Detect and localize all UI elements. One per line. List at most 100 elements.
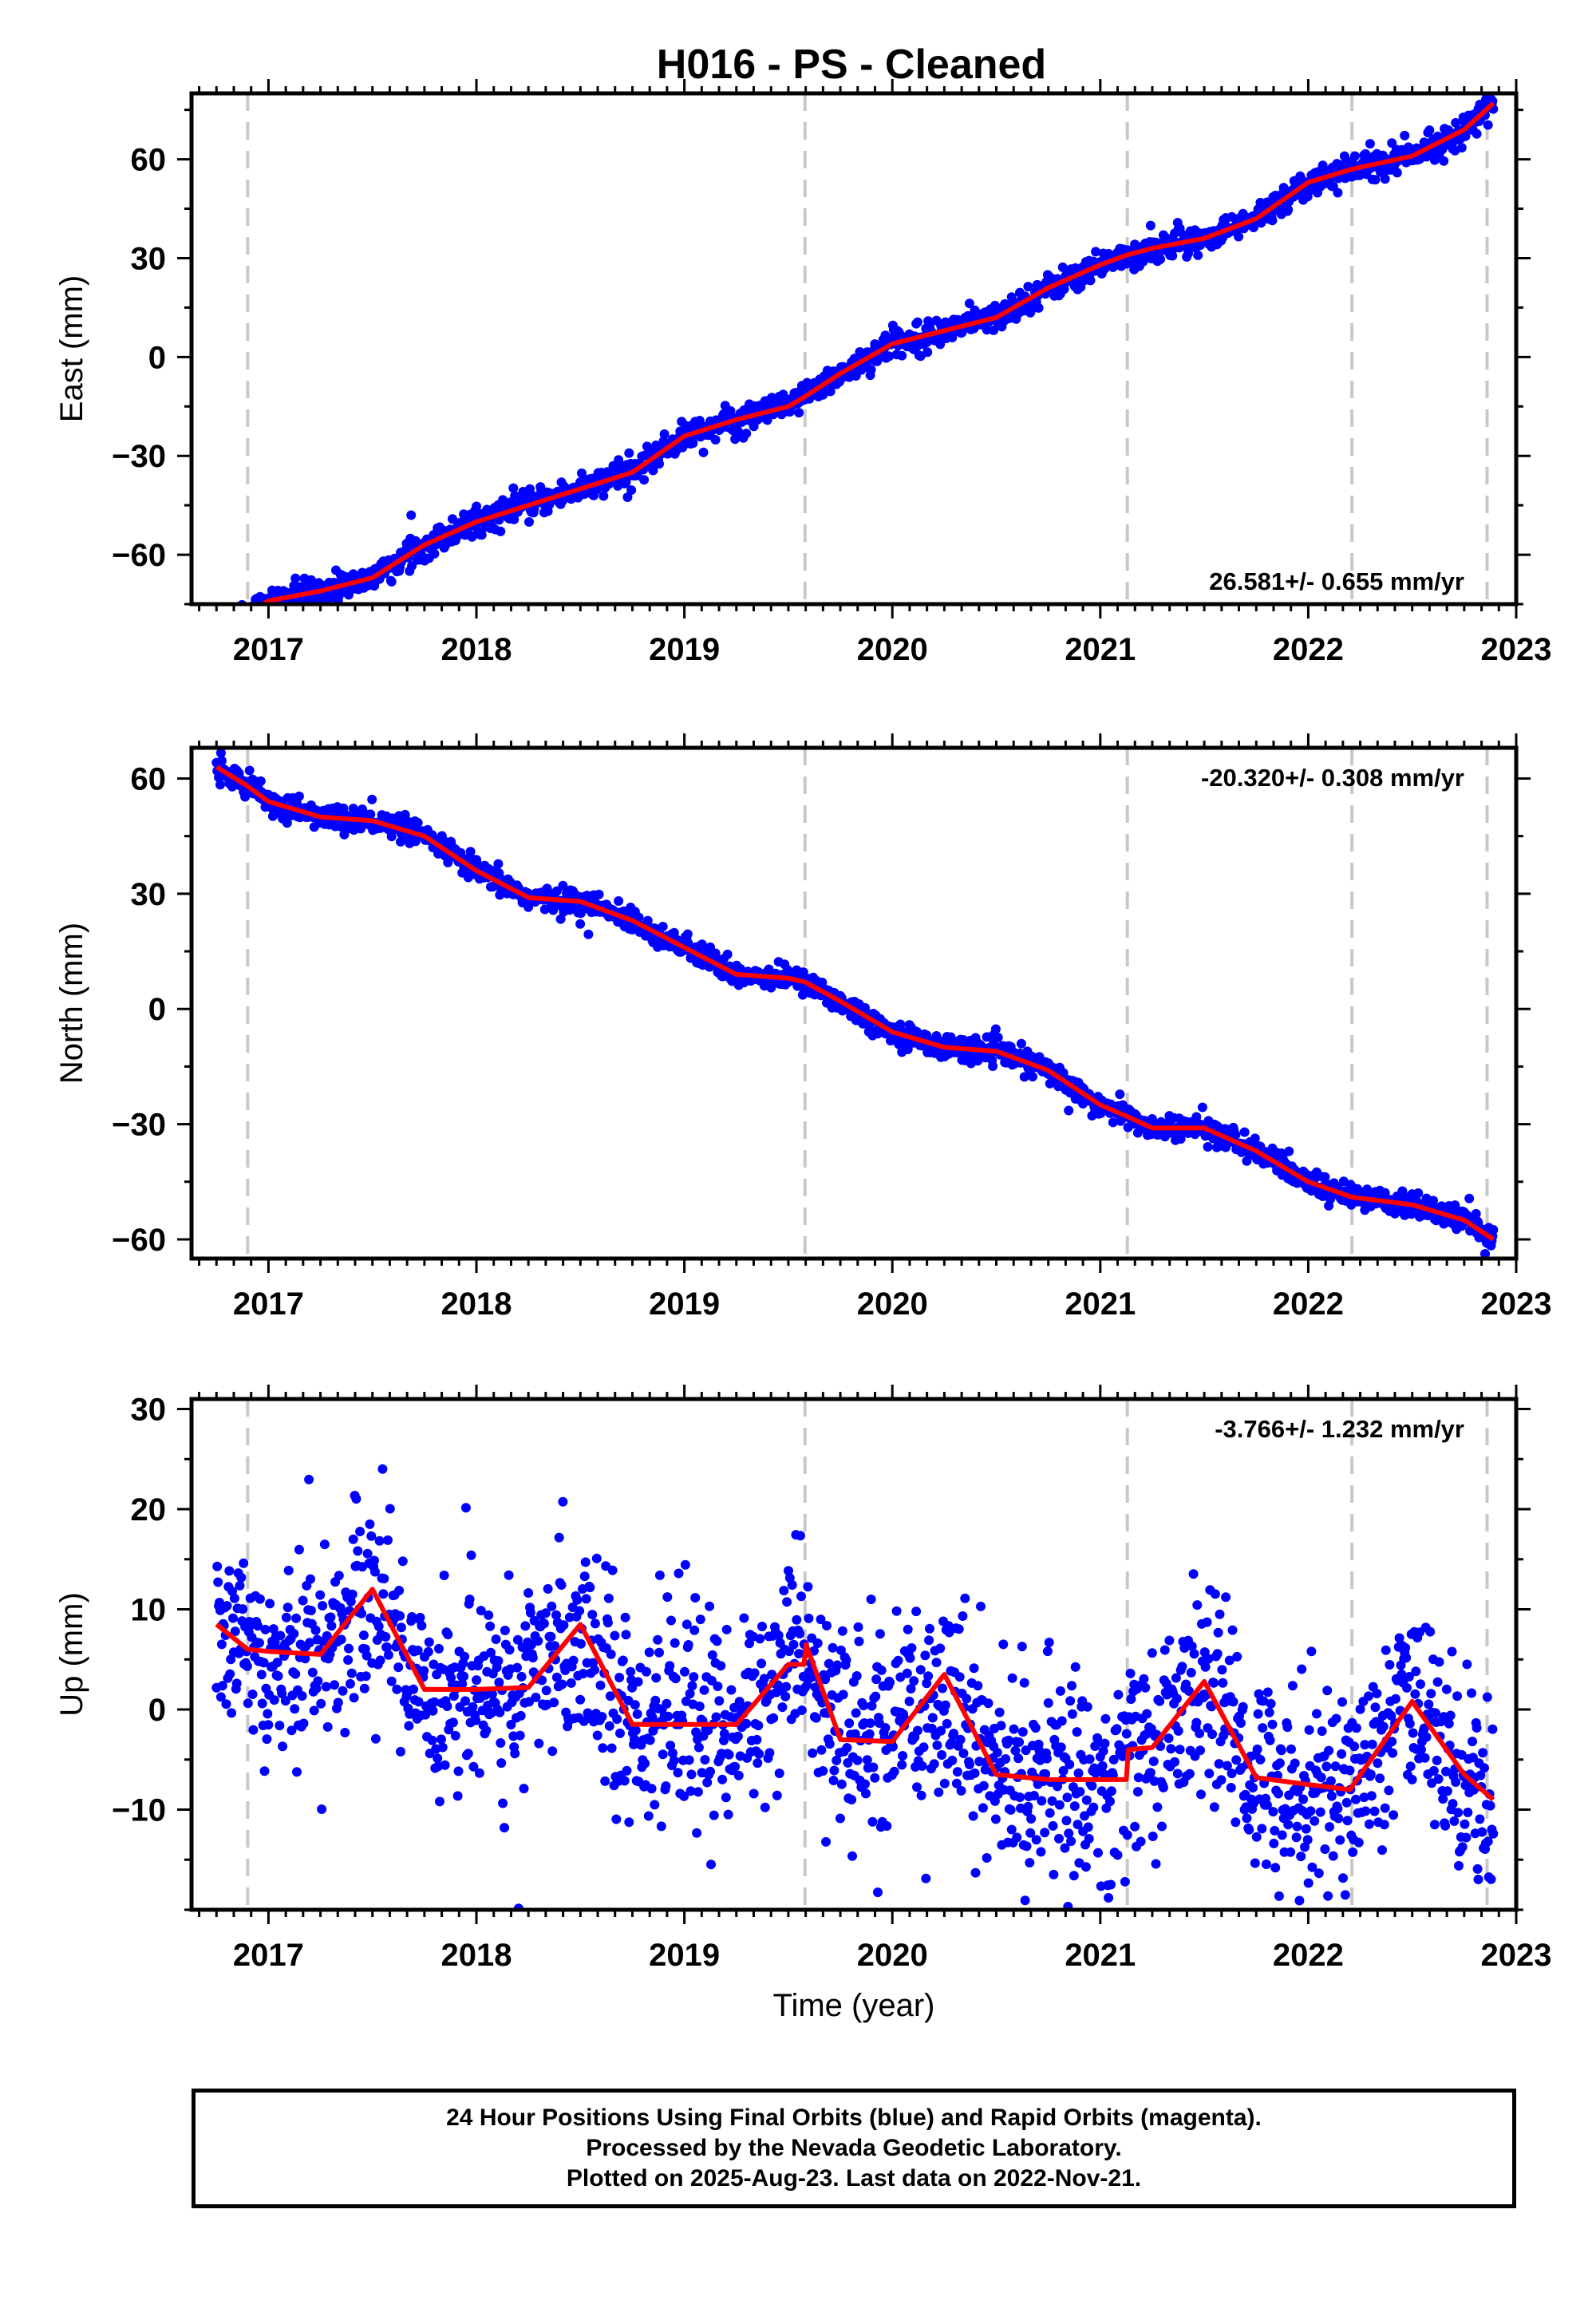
data-point xyxy=(1350,151,1360,161)
data-point xyxy=(755,1634,765,1644)
data-point xyxy=(236,1572,247,1583)
data-point xyxy=(241,610,251,619)
data-point xyxy=(357,1608,366,1618)
data-point xyxy=(222,635,231,645)
data-point xyxy=(1100,1713,1111,1724)
data-point xyxy=(378,1589,389,1599)
data-point xyxy=(998,1639,1009,1650)
data-point xyxy=(1003,1735,1013,1745)
data-point xyxy=(392,1684,402,1694)
data-point xyxy=(506,1720,516,1729)
data-point xyxy=(640,1758,650,1769)
data-point xyxy=(812,1638,823,1648)
data-point xyxy=(902,1668,912,1678)
data-point xyxy=(265,1599,275,1609)
data-point xyxy=(685,1786,696,1796)
data-point xyxy=(353,1546,363,1556)
data-point xyxy=(850,1729,860,1739)
data-point xyxy=(1100,1738,1110,1749)
data-point xyxy=(1054,1833,1064,1844)
data-point xyxy=(297,1691,307,1701)
data-point xyxy=(929,1759,939,1769)
data-point xyxy=(754,1749,764,1759)
data-point xyxy=(508,483,519,493)
data-point xyxy=(768,1713,779,1723)
data-point xyxy=(370,1567,380,1577)
data-point xyxy=(925,1623,934,1634)
data-point xyxy=(260,1624,271,1634)
data-point xyxy=(394,1586,405,1595)
data-point xyxy=(495,1707,505,1717)
data-point xyxy=(939,1778,950,1788)
data-point xyxy=(964,1760,974,1769)
x-tick-label: 2021 xyxy=(1065,1286,1136,1322)
data-point xyxy=(377,1464,388,1474)
data-point xyxy=(884,351,895,362)
data-point xyxy=(1070,1662,1080,1672)
data-point xyxy=(816,1745,827,1755)
data-point xyxy=(697,939,707,950)
data-point xyxy=(533,1636,543,1646)
data-point xyxy=(519,1784,529,1794)
data-point xyxy=(494,1678,504,1688)
data-point xyxy=(255,1638,264,1648)
data-point xyxy=(796,1531,805,1541)
data-point xyxy=(666,1741,676,1751)
data-point xyxy=(1045,1808,1055,1818)
data-point xyxy=(691,1727,701,1737)
data-point xyxy=(224,1566,235,1576)
data-point xyxy=(568,1655,579,1666)
data-point xyxy=(262,606,271,615)
data-point xyxy=(779,1586,789,1595)
data-point xyxy=(837,1626,847,1636)
data-point xyxy=(238,1604,248,1614)
y-tick-label: 0 xyxy=(148,340,166,375)
data-point xyxy=(525,1607,535,1618)
data-point xyxy=(383,1650,393,1660)
data-point xyxy=(358,1630,369,1640)
data-point xyxy=(669,1756,679,1765)
data-point xyxy=(847,1795,857,1804)
data-point xyxy=(1424,125,1435,136)
data-point xyxy=(666,1615,676,1626)
data-point xyxy=(227,614,236,623)
data-point xyxy=(336,1634,346,1645)
data-point xyxy=(650,1800,660,1810)
data-point xyxy=(217,630,227,639)
data-point xyxy=(962,1694,972,1704)
data-point xyxy=(281,1612,291,1622)
data-point xyxy=(347,1589,358,1599)
data-point xyxy=(1480,1249,1490,1259)
data-point xyxy=(361,1650,372,1661)
data-point xyxy=(450,1730,460,1741)
data-point xyxy=(361,1671,371,1682)
data-point xyxy=(524,517,534,527)
data-point xyxy=(300,1654,310,1664)
data-point xyxy=(1365,139,1375,149)
data-point xyxy=(243,610,252,619)
data-point xyxy=(464,1595,475,1604)
data-point xyxy=(213,622,223,631)
y-axis-label: North (mm) xyxy=(54,923,89,1084)
data-point xyxy=(413,1697,424,1707)
data-point xyxy=(217,1681,227,1691)
data-point xyxy=(1413,1188,1424,1198)
data-point xyxy=(555,914,566,924)
data-point xyxy=(689,1672,699,1682)
data-point xyxy=(1010,1745,1021,1756)
data-point xyxy=(543,1583,553,1594)
data-point xyxy=(1087,1780,1097,1791)
data-point xyxy=(413,1646,423,1655)
data-point xyxy=(605,1691,615,1701)
data-point xyxy=(787,1580,797,1590)
data-point xyxy=(1333,188,1343,198)
data-point xyxy=(215,1692,226,1702)
data-point xyxy=(419,1666,429,1676)
data-point xyxy=(644,1647,654,1658)
data-point xyxy=(1098,1746,1108,1757)
data-point xyxy=(1055,1686,1065,1696)
data-point xyxy=(639,475,650,485)
data-point xyxy=(794,1649,804,1659)
data-point xyxy=(634,912,644,923)
data-point xyxy=(239,615,249,625)
